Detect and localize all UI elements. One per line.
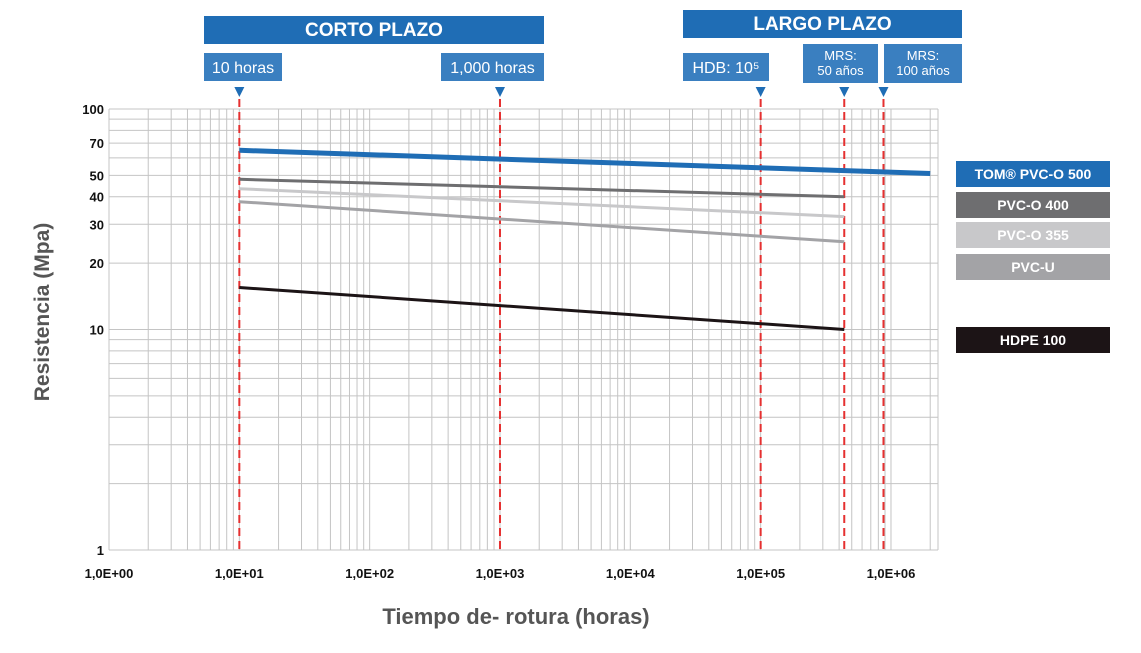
marker-label-box bbox=[803, 44, 878, 83]
series-lines bbox=[239, 147, 931, 331]
period-headers: CORTO PLAZO LARGO PLAZO bbox=[204, 10, 962, 44]
x-tick-label: 1,0E+04 bbox=[606, 566, 656, 581]
marker-arrow-icon bbox=[755, 87, 766, 97]
marker-label: MRS: 100 años bbox=[896, 48, 950, 78]
series-line-4 bbox=[239, 200, 845, 244]
period-header-label: LARGO PLAZO bbox=[753, 14, 891, 35]
legend-label: PVC-O 355 bbox=[997, 227, 1069, 243]
y-tick-labels: 100 70 50 40 30 20 10 1 bbox=[82, 102, 104, 558]
legend-swatch bbox=[956, 161, 1110, 187]
y-tick-label: 1 bbox=[97, 543, 104, 558]
time-markers: 10 horas 1,000 horas HDB: 10⁵ MRS: 50 años MR… bbox=[204, 44, 962, 550]
x-tick-label: 1,0E+03 bbox=[476, 566, 525, 581]
y-tick-label: 50 bbox=[90, 168, 104, 183]
marker-arrow-icon bbox=[494, 87, 505, 97]
y-tick-label: 10 bbox=[90, 323, 104, 338]
legend-label: HDPE 100 bbox=[1000, 332, 1066, 348]
x-tick-label: 1,0E+05 bbox=[736, 566, 785, 581]
x-tick-label: 1,0E+02 bbox=[345, 566, 394, 581]
series-line-2 bbox=[239, 177, 845, 199]
series-line-3 bbox=[239, 187, 845, 219]
series-line-1 bbox=[239, 147, 931, 176]
legend-item-1: TOM® PVC-O 500 bbox=[956, 161, 1110, 187]
period-header-box bbox=[683, 10, 962, 38]
time-marker-1: 10 horas bbox=[204, 53, 282, 550]
marker-arrow-icon bbox=[839, 87, 850, 97]
y-tick-label: 30 bbox=[90, 217, 104, 232]
marker-label-box bbox=[204, 53, 282, 81]
period-header-box bbox=[204, 16, 544, 44]
x-axis-title: Tiempo de- rotura (horas) bbox=[382, 604, 649, 629]
x-tick-label: 1,0E+06 bbox=[867, 566, 916, 581]
legend-swatch bbox=[956, 222, 1110, 248]
legend-item-3: PVC-O 355 bbox=[956, 222, 1110, 248]
legend: TOM® PVC-O 500 PVC-O 400 PVC-O 355 PVC-U HDP… bbox=[956, 161, 1110, 353]
legend-label: PVC-U bbox=[1011, 259, 1055, 275]
x-tick-label: 1,0E+00 bbox=[85, 566, 134, 581]
marker-label: MRS: 50 años bbox=[817, 48, 864, 78]
marker-arrow-icon bbox=[878, 87, 889, 97]
y-tick-label: 40 bbox=[90, 190, 104, 205]
marker-label: HDB: 10⁵ bbox=[692, 60, 759, 77]
marker-arrow-icon bbox=[234, 87, 245, 97]
legend-swatch bbox=[956, 192, 1110, 218]
marker-label: 10 horas bbox=[212, 60, 274, 77]
time-marker-5: MRS: 100 años bbox=[878, 44, 962, 550]
legend-label: PVC-O 400 bbox=[997, 197, 1069, 213]
y-tick-label: 20 bbox=[90, 256, 104, 271]
time-marker-2: 1,000 horas bbox=[441, 53, 544, 550]
marker-label: 1,000 horas bbox=[450, 60, 535, 77]
x-tick-labels: 1,0E+00 1,0E+01 1,0E+02 1,0E+03 1,0E+04 1,0E+… bbox=[85, 566, 916, 581]
marker-label-box bbox=[441, 53, 544, 81]
series-line-5 bbox=[239, 286, 845, 331]
period-header-label: CORTO PLAZO bbox=[305, 20, 443, 41]
period-header-1: CORTO PLAZO bbox=[204, 16, 544, 44]
y-axis-title: Resistencia (Mpa) bbox=[31, 223, 54, 402]
legend-item-4: PVC-U bbox=[956, 254, 1110, 280]
y-tick-label: 70 bbox=[90, 136, 104, 151]
time-marker-4: MRS: 50 años bbox=[803, 44, 878, 550]
legend-item-2: PVC-O 400 bbox=[956, 192, 1110, 218]
grid bbox=[108, 108, 939, 551]
marker-label-box bbox=[683, 53, 769, 81]
y-tick-label: 100 bbox=[82, 102, 104, 117]
legend-swatch bbox=[956, 327, 1110, 353]
legend-item-5: HDPE 100 bbox=[956, 327, 1110, 353]
legend-swatch bbox=[956, 254, 1110, 280]
legend-label: TOM® PVC-O 500 bbox=[975, 166, 1092, 182]
time-marker-3: HDB: 10⁵ bbox=[683, 53, 769, 550]
period-header-2: LARGO PLAZO bbox=[683, 10, 962, 38]
marker-label-box bbox=[884, 44, 962, 83]
x-tick-label: 1,0E+01 bbox=[215, 566, 264, 581]
